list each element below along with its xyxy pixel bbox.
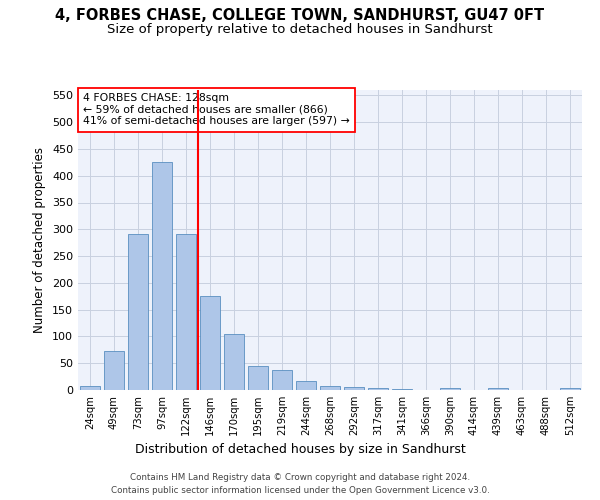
Text: Contains HM Land Registry data © Crown copyright and database right 2024.: Contains HM Land Registry data © Crown c… — [130, 472, 470, 482]
Text: 4, FORBES CHASE, COLLEGE TOWN, SANDHURST, GU47 0FT: 4, FORBES CHASE, COLLEGE TOWN, SANDHURST… — [55, 8, 545, 22]
Bar — [296, 381, 316, 390]
Bar — [488, 388, 508, 390]
Bar — [152, 162, 172, 390]
Bar — [104, 352, 124, 390]
Bar — [440, 388, 460, 390]
Bar — [560, 388, 580, 390]
Bar — [368, 388, 388, 390]
Bar — [224, 334, 244, 390]
Text: Distribution of detached houses by size in Sandhurst: Distribution of detached houses by size … — [134, 442, 466, 456]
Bar — [320, 386, 340, 390]
Bar — [200, 296, 220, 390]
Text: Size of property relative to detached houses in Sandhurst: Size of property relative to detached ho… — [107, 22, 493, 36]
Y-axis label: Number of detached properties: Number of detached properties — [34, 147, 46, 333]
Bar — [344, 388, 364, 390]
Bar — [80, 386, 100, 390]
Text: Contains public sector information licensed under the Open Government Licence v3: Contains public sector information licen… — [110, 486, 490, 495]
Bar — [248, 366, 268, 390]
Bar — [128, 234, 148, 390]
Bar — [176, 234, 196, 390]
Bar — [392, 389, 412, 390]
Bar — [272, 370, 292, 390]
Text: 4 FORBES CHASE: 128sqm
← 59% of detached houses are smaller (866)
41% of semi-de: 4 FORBES CHASE: 128sqm ← 59% of detached… — [83, 93, 350, 126]
